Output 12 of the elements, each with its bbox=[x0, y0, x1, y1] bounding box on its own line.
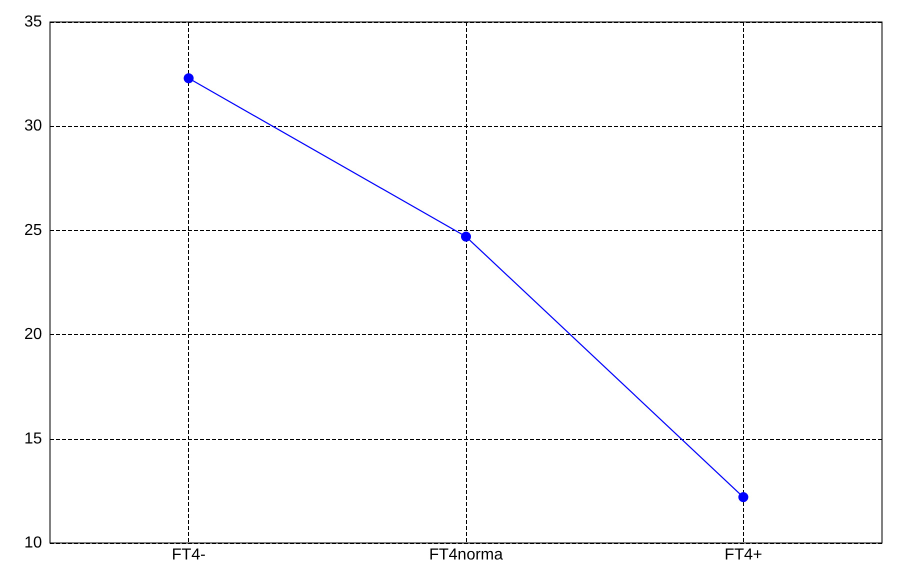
y-tick-label: 10 bbox=[24, 534, 42, 552]
x-tick-label: FT4- bbox=[172, 546, 206, 564]
point bbox=[738, 492, 748, 502]
y-tick-label: 15 bbox=[24, 430, 42, 448]
y-tick-label: 30 bbox=[24, 118, 42, 135]
point bbox=[461, 232, 471, 242]
y-tick-label: 35 bbox=[24, 14, 42, 30]
x-tick-label: FT4+ bbox=[724, 546, 762, 564]
y-tick-label: 25 bbox=[24, 222, 42, 239]
point bbox=[184, 73, 194, 84]
x-tick-label: FT4norma bbox=[429, 546, 503, 564]
y-tick-label: 20 bbox=[24, 326, 42, 344]
